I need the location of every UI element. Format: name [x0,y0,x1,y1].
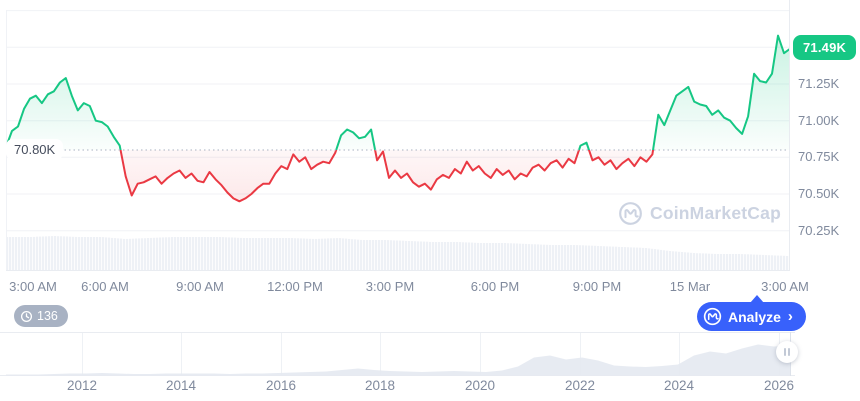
analyze-button[interactable]: Analyze › [697,302,806,331]
chevron-right-icon: › [787,308,793,325]
price-chart-plot[interactable] [6,0,790,271]
year-axis-label: 2026 [763,378,795,393]
year-axis-label: 2024 [663,378,695,393]
range-drag-handle[interactable] [776,341,798,363]
minimap-range-selector[interactable] [0,332,860,377]
minimap-history-area [6,344,790,376]
coinmarketcap-logo-icon [703,307,722,326]
y-axis-label: 71.25K [798,76,840,91]
analyze-tooltip-pointer [750,295,764,303]
history-clock-icon [20,310,33,323]
baseline-price-label: 70.80K [6,139,64,160]
year-axis-label: 2020 [464,378,496,393]
coinmarketcap-logo-icon [618,201,643,226]
volume-bars [6,236,789,270]
year-axis-label: 2018 [364,378,396,393]
area-above-baseline [6,35,790,150]
x-axis-label: 6:00 PM [470,279,520,294]
x-axis-label: 3:00 AM [761,279,809,294]
x-axis-label: 9:00 PM [572,279,622,294]
x-axis-label: 3:00 AM [9,279,57,294]
current-price-badge: 71.49K [793,35,857,60]
analyze-button-label: Analyze [728,308,781,325]
watermark-text: CoinMarketCap [650,203,781,223]
area-below-baseline [6,150,790,202]
pause-bars-icon [783,348,786,356]
history-count-badge[interactable]: 136 [7,305,68,327]
price-line-down [119,150,655,203]
year-axis-label: 2012 [66,378,98,393]
year-axis-label: 2014 [165,378,197,393]
y-axis-label: 71.00K [798,113,840,128]
x-axis-label: 3:00 PM [365,279,415,294]
y-axis-label: 70.25K [798,223,840,238]
year-axis-label: 2022 [564,378,596,393]
x-axis-label: 12:00 PM [267,279,323,294]
year-axis-label: 2016 [265,378,297,393]
y-axis-label: 70.75K [798,149,840,164]
x-axis-label: 9:00 AM [176,279,224,294]
x-axis-label: 15 Mar [669,279,711,294]
y-axis-label: 70.50K [798,186,840,201]
coinmarketcap-watermark: CoinMarketCap [618,201,781,226]
history-count: 136 [37,309,58,323]
price-line-up [6,34,790,150]
x-axis-label: 6:00 AM [81,279,129,294]
